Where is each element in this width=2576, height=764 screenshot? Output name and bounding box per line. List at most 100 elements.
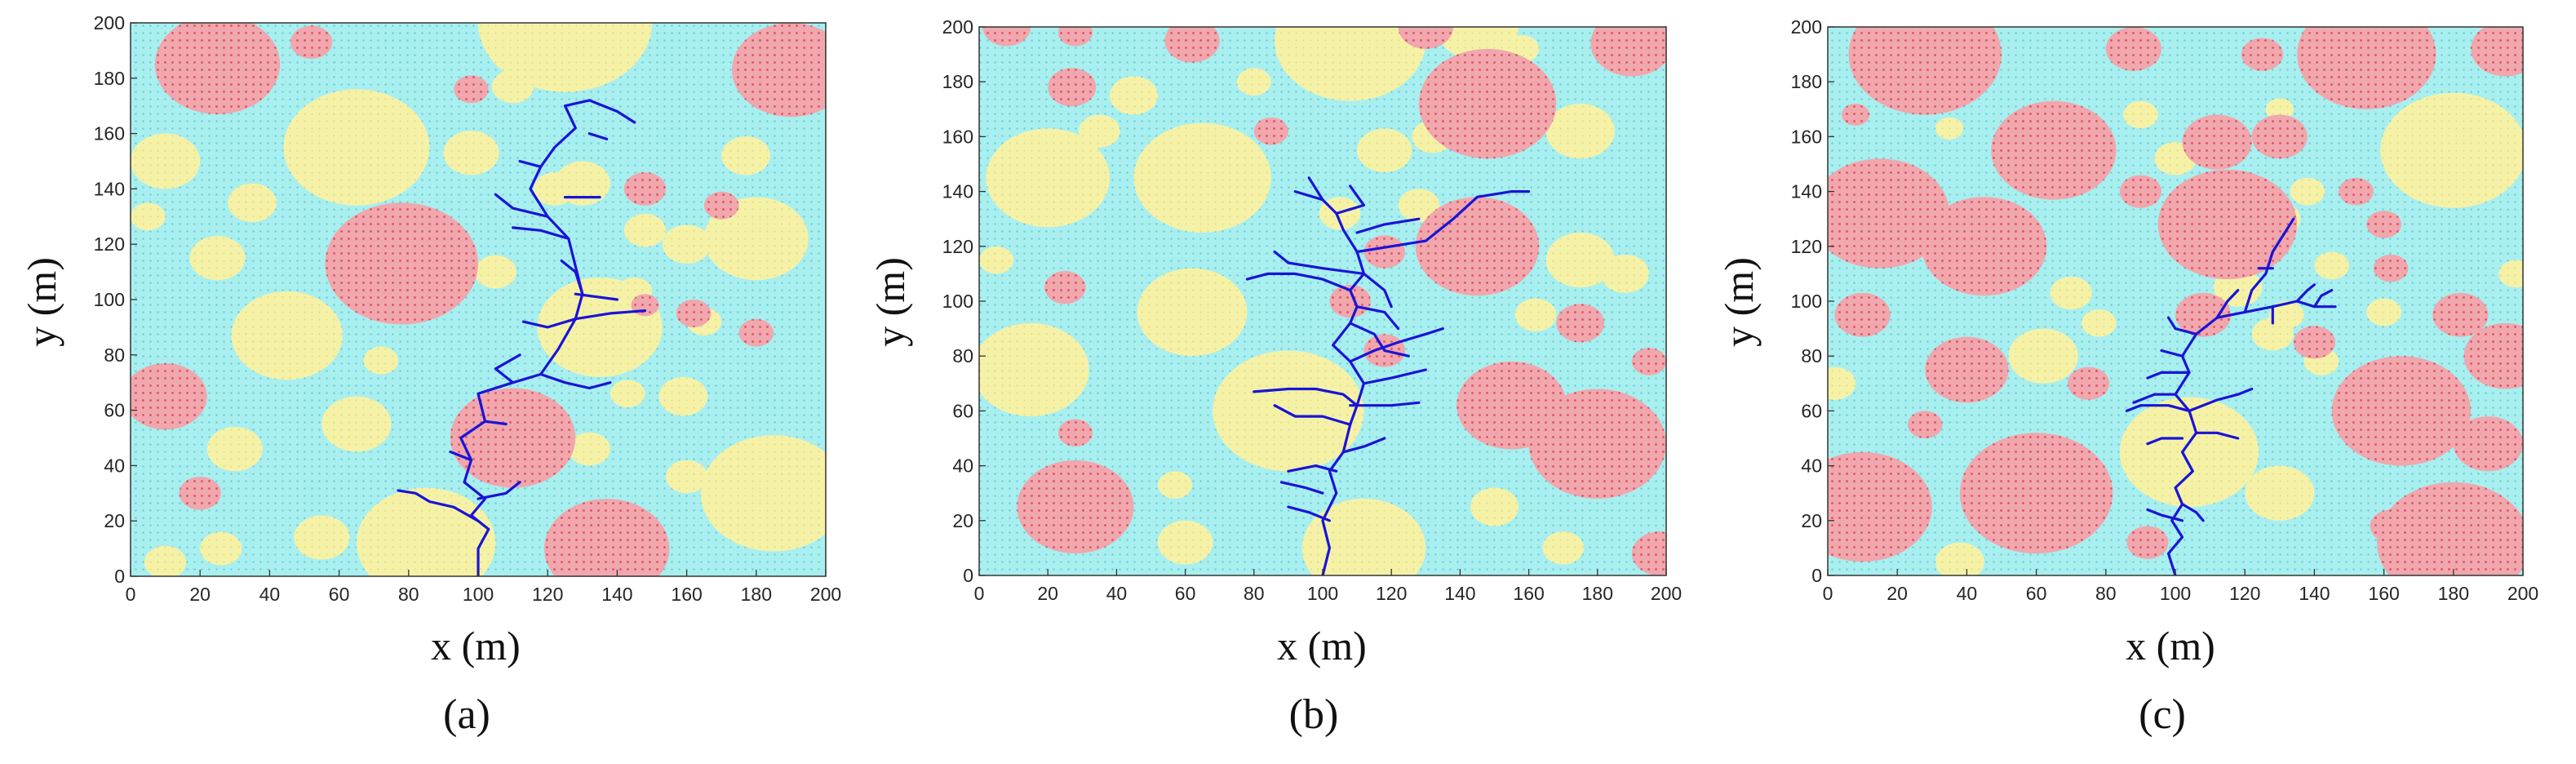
fracture-branch-b-9 (1349, 327, 1444, 363)
x-tick-label-c-80: 80 (2095, 583, 2117, 604)
fracture-branch-c-5 (2188, 387, 2254, 412)
fracture-branch-b-12 (1355, 305, 1400, 331)
y-tick-label-a-180: 180 (94, 68, 125, 89)
yellow-inclusion-a-5 (231, 291, 343, 380)
fracture-branch-a-7 (521, 318, 577, 329)
yellow-inclusion-a-15 (623, 213, 667, 247)
inclusions-layer-c (1828, 27, 2523, 575)
red-inclusion-a-0 (154, 23, 281, 114)
red-inclusion-c-14 (2366, 211, 2401, 238)
y-tick-label-b-180: 180 (942, 71, 973, 92)
x-tick-label-b-40: 40 (1106, 583, 1128, 604)
red-inclusion-c-21 (1907, 411, 1943, 438)
yellow-inclusion-a-25 (610, 380, 645, 408)
fracture-branch-c-10 (2166, 316, 2198, 335)
red-inclusion-c-25 (2453, 416, 2523, 472)
inclusions-layer-b (979, 27, 1666, 575)
y-tick-label-b-200: 200 (942, 16, 973, 38)
x-tick-label-b-60: 60 (1175, 583, 1196, 604)
y-axis-label-a: y (m) (19, 257, 64, 347)
red-inclusion-b-15 (1556, 304, 1605, 343)
red-inclusion-a-1 (290, 25, 333, 60)
red-inclusion-c-18 (1834, 292, 1891, 337)
fracture-branch-a-8 (574, 309, 647, 321)
plot-area-b: 0 20 40 60 80 100 120 140 160 180 200 0 20 40 60 80 100 1… (942, 16, 1683, 604)
fracture-branch-b-17 (1293, 190, 1324, 202)
fracture-branch-b-10 (1349, 322, 1410, 358)
yellow-inclusion-b-22 (1157, 471, 1193, 499)
y-tick-label-c-80: 80 (1801, 345, 1822, 366)
yellow-inclusion-b-19 (1213, 350, 1364, 472)
red-inclusion-b-2 (1164, 27, 1220, 63)
x-tick-label-a-0: 0 (126, 584, 136, 605)
yellow-inclusion-a-6 (363, 346, 399, 375)
yellow-inclusion-a-24 (568, 432, 610, 466)
red-inclusion-a-11 (738, 318, 774, 347)
red-inclusion-c-30 (2331, 356, 2472, 466)
y-tick-label-b-0: 0 (963, 565, 973, 586)
yellow-inclusion-c-16 (2290, 177, 2325, 206)
red-inclusion-c-7 (2182, 114, 2252, 170)
fracture-branch-b-4 (1341, 437, 1386, 454)
red-inclusion-b-1 (1057, 27, 1093, 47)
yellow-inclusion-a-3 (228, 183, 277, 223)
yellow-inclusion-b-2 (979, 246, 1014, 274)
red-inclusion-b-19 (1057, 419, 1093, 447)
panel-c: 0 20 40 60 80 100 120 140 160 180 200 0 20 40 60 80 100 1… (1716, 16, 2539, 738)
red-inclusion-a-4 (131, 362, 207, 430)
fracture-branch-b-6 (1349, 401, 1421, 407)
x-tick-label-c-0: 0 (1823, 583, 1833, 604)
yellow-inclusion-b-5 (1236, 68, 1271, 96)
fracture-branch-a-9 (512, 226, 570, 240)
fracture-branch-a-1 (397, 489, 480, 522)
y-tick-label-c-160: 160 (1791, 126, 1822, 147)
red-inclusion-a-6 (450, 388, 576, 488)
inclusions-layer-a (131, 23, 826, 576)
x-tick-label-a-20: 20 (189, 584, 211, 605)
red-inclusion-b-12 (1432, 229, 1474, 263)
x-tick-label-a-80: 80 (398, 584, 419, 605)
y-tick-label-c-100: 100 (1791, 291, 1822, 312)
yellow-inclusion-c-2 (2050, 276, 2092, 310)
y-axis-label-c: y (m) (1716, 257, 1762, 347)
fracture-branch-b-7 (1253, 387, 1359, 407)
caption-a: (a) (443, 691, 490, 738)
x-tick-label-c-160: 160 (2368, 583, 2399, 604)
y-tick-label-b-120: 120 (942, 236, 973, 257)
yellow-inclusion-c-18 (2265, 98, 2294, 121)
y-axis-label-b: y (m) (867, 257, 913, 347)
yellow-inclusion-a-1 (131, 133, 201, 189)
yellow-inclusion-a-9 (478, 23, 652, 92)
red-inclusion-a-13 (732, 23, 826, 118)
plot-area-c: 0 20 40 60 80 100 120 140 160 180 200 0 20 40 60 80 100 1… (1791, 16, 2539, 604)
panel-b: 0 20 40 60 80 100 120 140 160 180 200 0 20 40 60 80 100 1… (867, 16, 1683, 738)
yellow-inclusion-a-26 (658, 376, 708, 416)
yellow-inclusion-c-22 (2123, 100, 2158, 129)
fracture-branch-b-2 (1279, 481, 1324, 495)
x-axis-label-a: x (m) (431, 623, 521, 668)
y-tick-label-b-140: 140 (942, 181, 973, 202)
x-tick-label-c-20: 20 (1887, 583, 1908, 604)
yellow-inclusion-a-18 (703, 197, 809, 281)
y-tick-label-b-160: 160 (942, 126, 973, 147)
fracture-branch-c-12 (2243, 217, 2295, 313)
yellow-inclusion-a-20 (666, 460, 708, 494)
x-tick-label-c-140: 140 (2299, 583, 2330, 604)
red-inclusion-a-3 (325, 202, 478, 325)
fracture-branch-b-14 (1355, 190, 1531, 254)
red-inclusion-b-16 (1631, 348, 1666, 375)
red-inclusion-c-10 (1828, 158, 1950, 269)
y-tick-label-b-20: 20 (952, 510, 973, 531)
fracture-branch-c-6 (2132, 393, 2177, 404)
yellow-inclusion-b-1 (1133, 122, 1271, 233)
fracture-branch-a-4 (483, 420, 508, 426)
red-inclusion-a-2 (454, 75, 489, 104)
yellow-inclusion-a-27 (294, 515, 350, 560)
yellow-inclusion-b-0 (986, 128, 1110, 228)
yellow-inclusion-a-23 (206, 426, 263, 472)
red-inclusion-b-9 (1415, 197, 1540, 296)
fracture-branch-c-2 (2180, 503, 2205, 522)
red-inclusion-c-5 (2471, 27, 2523, 77)
fracture-branch-b-13 (1273, 250, 1366, 275)
fracture-branch-c-7 (2146, 437, 2184, 446)
